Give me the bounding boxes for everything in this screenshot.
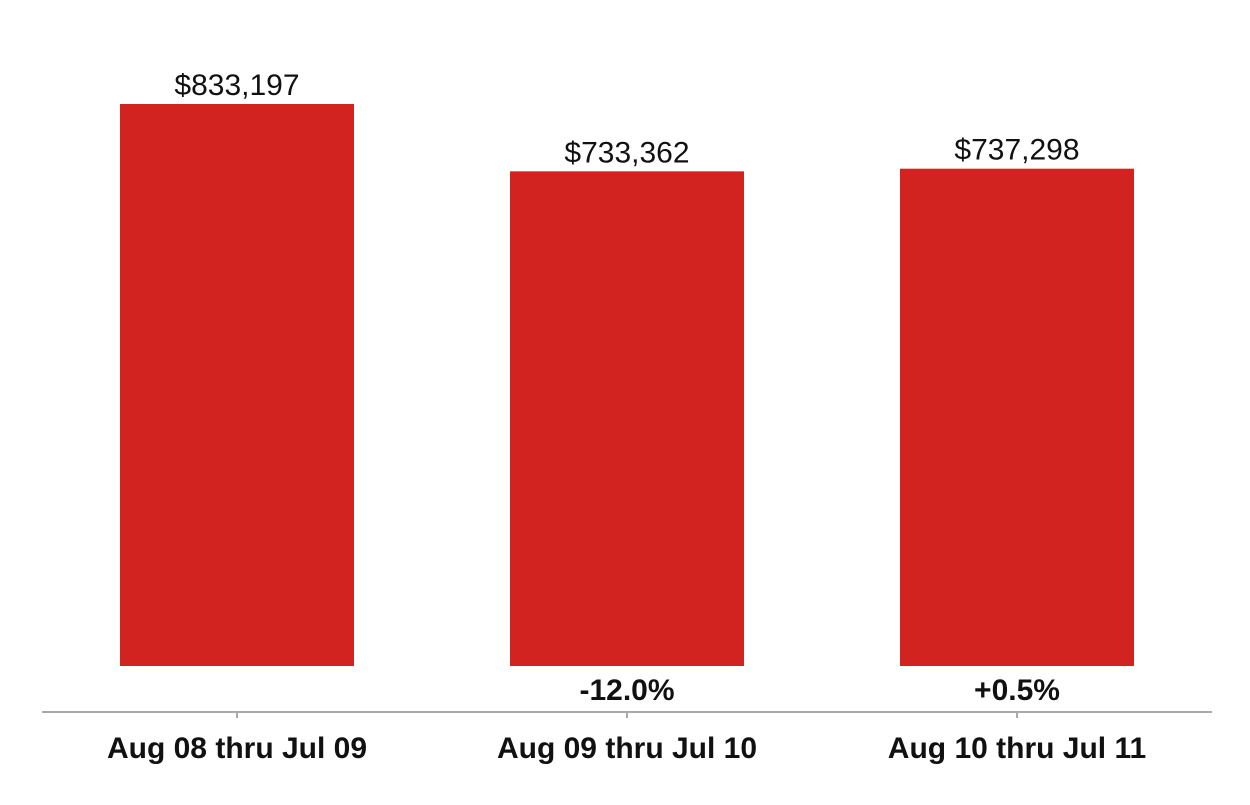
x-axis: Aug 08 thru Jul 09 Aug 09 thru Jul 10 Aug … bbox=[42, 711, 1212, 765]
bars-layer bbox=[120, 104, 1134, 667]
x-tick-label-1: Aug 08 thru Jul 09 bbox=[107, 732, 367, 765]
labels-layer: $833,197 $733,362 -12.0% $737,298 +0.5% bbox=[174, 69, 1079, 707]
bar-3 bbox=[900, 168, 1134, 666]
change-label-2: -12.0% bbox=[579, 674, 674, 707]
value-label-2: $733,362 bbox=[564, 136, 689, 169]
bar-1 bbox=[120, 104, 354, 666]
change-label-3: +0.5% bbox=[974, 674, 1060, 707]
value-label-3: $737,298 bbox=[954, 134, 1079, 167]
x-tick-label-2: Aug 09 thru Jul 10 bbox=[497, 732, 757, 765]
value-label-1: $833,197 bbox=[174, 69, 299, 102]
bar-2 bbox=[510, 171, 744, 667]
x-tick-label-3: Aug 10 thru Jul 11 bbox=[888, 732, 1146, 765]
